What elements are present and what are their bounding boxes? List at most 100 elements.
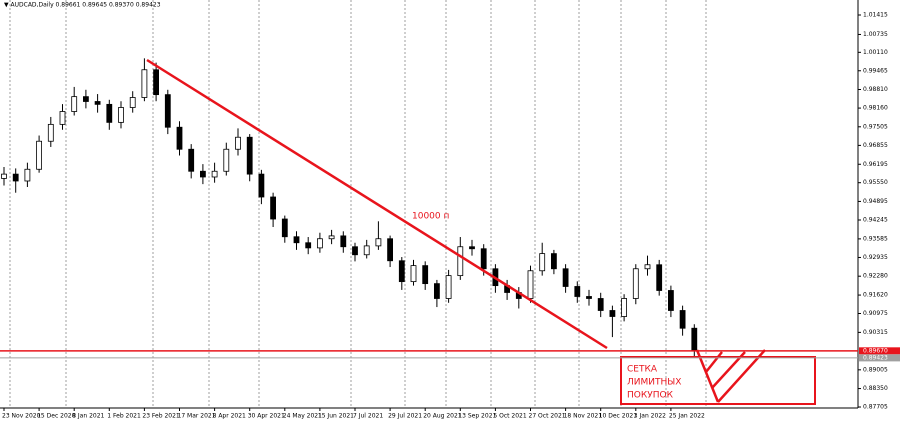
y-tick-label: 0.96855 [863,142,888,149]
candle-body [679,310,686,329]
annotation: ПОКУПОК [627,391,674,401]
candle-body [106,103,113,123]
period-separators [9,0,707,408]
candle-body [539,253,546,272]
candle-body [574,286,581,297]
candle-body [398,260,405,283]
candle-body [609,310,616,317]
y-tick-label: 0.92280 [863,273,888,280]
candle-body [422,265,429,285]
candle-body [328,235,335,240]
candle-body [375,238,382,247]
y-tick-label: 0.98160 [863,105,888,112]
candle-body [527,270,534,299]
candle-body [457,246,464,277]
candle-body [586,296,592,299]
candle-body [12,173,19,182]
candle-body [621,298,627,317]
chart-title: ▼ AUDCAD,Daily 0.89661 0.89645 0.89370 0… [4,2,161,9]
y-tick-label: 0.94245 [863,217,888,224]
candle-body [246,136,253,175]
candle-body [24,168,31,182]
candle-body [270,196,277,220]
y-tick-label: 0.93585 [863,235,888,242]
y-tick-label: 0.95550 [863,179,888,186]
candle-body [1,173,7,179]
candle-body [71,96,78,112]
candle-body [293,236,300,244]
candle-body [305,242,312,249]
price-label: 0.89670 [863,347,888,354]
candle-body [59,111,66,125]
price-label: 0.89423 [863,354,888,361]
x-tick-label: 29 Jul 2021 [388,413,422,420]
candle-body [211,170,218,178]
x-tick-label: 8 Apr 2021 [213,413,246,420]
y-tick-label: 0.96195 [863,161,888,168]
y-tick-label: 1.00110 [863,49,888,56]
candle-body [410,265,417,283]
candle-body [387,238,394,262]
x-tick-label: 1 Feb 2021 [107,413,141,420]
candle-body [551,253,557,270]
candle-body [433,283,440,299]
candle-body [176,126,183,150]
candle-body [445,275,452,299]
candle-body [129,97,136,108]
candle-body [223,148,230,172]
annotation: ЛИМИТНЫХ [627,378,681,388]
candle-body [118,107,124,123]
candle-body [644,264,651,270]
candle-body [164,94,171,128]
annotation: СЕТКА [627,365,658,375]
x-tick-label: 15 Dec 2020 [37,413,76,420]
y-tick-label: 0.91620 [863,292,888,299]
price-label-box [859,347,900,355]
candle-body [562,268,569,287]
y-tick-label: 1.00735 [863,31,888,38]
candle-body [83,96,89,102]
x-tick-label: 23 Nov 2020 [2,413,41,420]
y-tick-label: 0.89005 [863,366,888,373]
candle-body [141,69,148,98]
x-tick-label: 15 Jun 2021 [318,413,354,420]
x-tick-label: 25 Jan 2022 [669,413,705,420]
x-tick-label: 8 Jan 2021 [72,413,104,420]
candle-body [656,264,663,291]
candle-body [316,238,323,249]
y-tick-label: 0.98810 [863,86,888,93]
candle-body [199,170,206,178]
candle-body [632,268,639,299]
y-tick-label: 0.92935 [863,254,888,261]
candle-body [480,248,487,270]
x-tick-label: 10 Dec 2021 [599,413,638,420]
x-tick-label: 30 Apr 2021 [248,413,285,420]
candle-body [691,327,698,351]
y-tick-label: 0.99465 [863,67,888,74]
candle-body [47,123,54,142]
arrow [705,351,723,373]
candle-body [597,298,604,311]
arrow [717,349,766,403]
candle-body [36,140,42,170]
arrow [695,349,720,403]
y-tick-label: 0.87705 [863,403,888,410]
x-tick-label: 24 May 2021 [283,413,322,420]
candle-body [258,173,265,198]
candle-body [668,290,674,311]
x-tick-label: 5 Oct 2021 [493,413,526,420]
x-tick-label: 20 Aug 2021 [423,413,462,420]
y-tick-label: 0.97505 [863,123,888,130]
y-tick-label: 0.90975 [863,310,888,317]
x-tick-label: 27 Oct 2021 [529,413,566,420]
y-tick-label: 0.94895 [863,198,888,205]
x-tick-label: 18 Nov 2021 [564,413,603,420]
x-tick-label: 13 Sep 2021 [458,413,496,420]
trend-line [146,58,608,350]
candle-body [469,246,475,250]
x-tick-label: 17 Mar 2021 [178,413,216,420]
candle-body [281,218,288,238]
drawings [146,58,816,405]
